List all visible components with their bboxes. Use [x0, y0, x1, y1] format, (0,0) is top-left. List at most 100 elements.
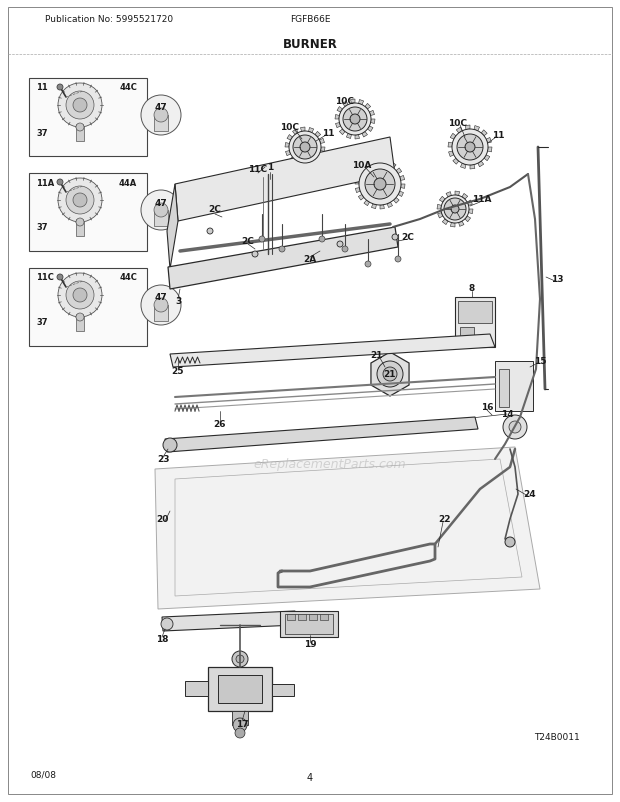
Bar: [208, 667, 272, 711]
Circle shape: [365, 261, 371, 268]
Circle shape: [452, 130, 488, 166]
Polygon shape: [342, 102, 348, 107]
Text: 18: 18: [156, 634, 168, 644]
Circle shape: [163, 439, 177, 452]
Polygon shape: [285, 144, 290, 148]
Polygon shape: [317, 155, 323, 160]
Polygon shape: [450, 134, 456, 140]
Bar: [495, 362, 533, 411]
Polygon shape: [170, 334, 495, 367]
Text: 2C: 2C: [242, 237, 254, 246]
Bar: [29, 174, 147, 252]
Text: 47: 47: [154, 294, 167, 302]
Polygon shape: [167, 184, 178, 269]
Polygon shape: [355, 136, 360, 140]
Text: 11A: 11A: [472, 195, 492, 205]
Circle shape: [457, 135, 483, 160]
Text: 47: 47: [154, 198, 167, 207]
Polygon shape: [376, 160, 380, 164]
Text: 4: 4: [307, 772, 313, 782]
Polygon shape: [175, 138, 395, 221]
Polygon shape: [287, 136, 293, 141]
Circle shape: [154, 109, 168, 123]
Bar: [499, 370, 509, 407]
Bar: [298, 614, 306, 620]
Text: 08/08: 08/08: [30, 770, 56, 779]
Polygon shape: [339, 130, 345, 136]
Circle shape: [58, 84, 102, 128]
Polygon shape: [321, 148, 325, 152]
Polygon shape: [467, 200, 472, 206]
Circle shape: [161, 618, 173, 630]
Text: 10C: 10C: [335, 97, 355, 107]
Bar: [309, 614, 317, 620]
Text: 2A: 2A: [303, 255, 317, 264]
Circle shape: [359, 164, 401, 206]
Circle shape: [395, 257, 401, 263]
Circle shape: [377, 362, 403, 387]
Bar: [272, 684, 294, 696]
Polygon shape: [448, 143, 453, 148]
Polygon shape: [335, 115, 339, 119]
Circle shape: [66, 282, 94, 310]
Text: 37: 37: [36, 318, 48, 327]
Circle shape: [141, 286, 181, 326]
Circle shape: [505, 537, 515, 547]
Text: 44A: 44A: [119, 178, 137, 187]
Text: 10C: 10C: [448, 119, 467, 128]
Circle shape: [383, 367, 397, 382]
Circle shape: [141, 191, 181, 231]
Polygon shape: [371, 353, 409, 396]
Text: 14: 14: [501, 410, 513, 419]
Polygon shape: [380, 205, 384, 210]
Polygon shape: [361, 166, 366, 172]
Text: 16: 16: [480, 403, 494, 412]
Circle shape: [259, 237, 265, 243]
Polygon shape: [358, 195, 364, 200]
Circle shape: [58, 273, 102, 318]
Circle shape: [300, 143, 310, 153]
Bar: [76, 223, 84, 237]
Text: 13: 13: [551, 275, 563, 284]
Bar: [154, 211, 168, 227]
Polygon shape: [285, 152, 291, 156]
Polygon shape: [296, 162, 301, 168]
Text: 20: 20: [156, 515, 168, 524]
Polygon shape: [391, 163, 396, 168]
Text: 11C: 11C: [249, 165, 268, 174]
Polygon shape: [440, 197, 445, 203]
Polygon shape: [168, 228, 398, 290]
Text: 11C: 11C: [36, 273, 54, 282]
Polygon shape: [400, 176, 405, 181]
Text: 23: 23: [157, 455, 169, 464]
Circle shape: [57, 180, 63, 186]
Circle shape: [207, 229, 213, 235]
Polygon shape: [368, 161, 373, 167]
Polygon shape: [364, 200, 370, 206]
Polygon shape: [337, 107, 342, 113]
Polygon shape: [462, 194, 467, 200]
Polygon shape: [478, 162, 484, 168]
Circle shape: [235, 728, 245, 738]
Circle shape: [465, 143, 475, 153]
Text: 1: 1: [267, 164, 273, 172]
Polygon shape: [335, 124, 340, 128]
Polygon shape: [293, 130, 298, 136]
Text: 11: 11: [36, 83, 48, 92]
Polygon shape: [384, 160, 389, 165]
Circle shape: [73, 289, 87, 302]
Polygon shape: [474, 127, 479, 132]
Polygon shape: [394, 198, 399, 204]
Bar: [455, 298, 495, 347]
Text: T24B0011: T24B0011: [534, 732, 580, 742]
Polygon shape: [355, 188, 360, 193]
Polygon shape: [370, 111, 374, 116]
Polygon shape: [396, 168, 402, 174]
Circle shape: [233, 718, 247, 732]
Polygon shape: [461, 164, 466, 169]
Text: FGFB66E: FGFB66E: [290, 15, 330, 25]
Polygon shape: [481, 131, 487, 136]
Text: 17: 17: [236, 719, 249, 728]
Circle shape: [343, 107, 367, 132]
Text: 3: 3: [175, 297, 181, 306]
